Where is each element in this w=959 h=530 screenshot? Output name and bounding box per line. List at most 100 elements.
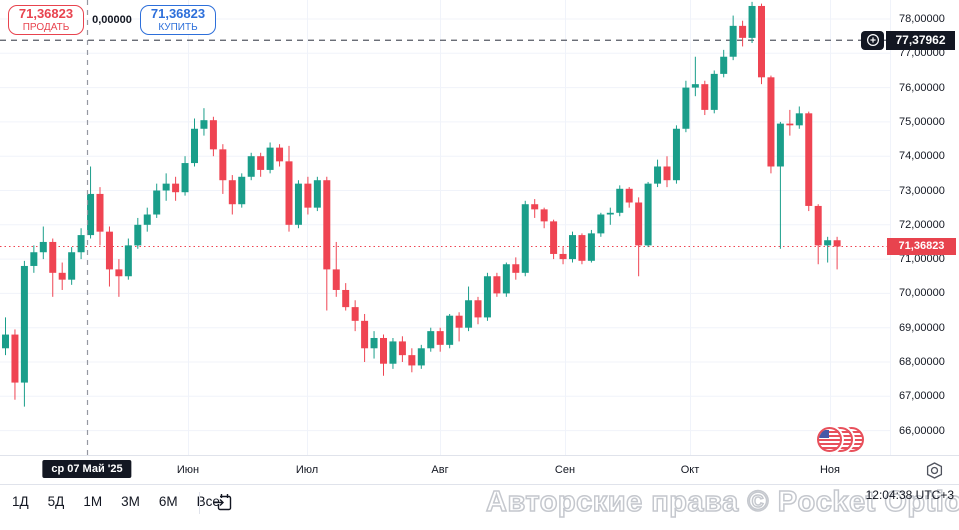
bottom-toolbar: 1Д 5Д 1М 3М 6М Все 12:04:38 UTC+3: [0, 484, 959, 530]
candle-body: [597, 214, 605, 234]
candle-body: [323, 180, 331, 270]
candle-body: [691, 84, 699, 88]
candle-body: [266, 147, 274, 170]
candle-body: [776, 123, 784, 167]
goto-date-button[interactable]: [212, 492, 234, 519]
candle-body: [39, 241, 47, 253]
candle-body: [455, 315, 463, 328]
price-axis[interactable]: 78,00000 77,00000 76,00000 75,00000 74,00000…: [890, 0, 959, 455]
time-axis-label: Авг: [431, 464, 449, 476]
candle-body: [795, 113, 803, 126]
price-axis-label: 70,00000: [899, 287, 945, 300]
candle-body: [493, 276, 501, 294]
candle-body: [786, 123, 794, 126]
price-axis-label: 66,00000: [899, 424, 945, 437]
candle-body: [408, 355, 416, 366]
candle-body: [767, 77, 775, 167]
candle-body: [68, 252, 76, 280]
candle-body: [276, 147, 284, 162]
candle-body: [398, 341, 406, 356]
candle-body: [370, 337, 378, 349]
candle-body: [436, 331, 444, 345]
candle-body: [663, 166, 671, 181]
range-selector: 1Д 5Д 1М 3М 6М Все: [12, 494, 220, 509]
candle-body: [11, 334, 19, 383]
range-button-все[interactable]: Все: [196, 494, 220, 509]
candle-body: [342, 289, 350, 308]
candle-body: [143, 214, 151, 225]
sell-button[interactable]: 71,36823 ПРОДАТЬ: [8, 5, 84, 35]
candle-body: [228, 180, 236, 205]
range-button-1м[interactable]: 1М: [83, 494, 103, 509]
candle-body: [49, 241, 57, 273]
order-line-controls: 77,37962: [861, 30, 955, 50]
axis-settings-button[interactable]: [925, 461, 944, 485]
candle-body: [531, 204, 539, 210]
candle-body: [616, 188, 624, 213]
buy-price: 71,36823: [150, 6, 206, 22]
candle-body: [209, 120, 217, 150]
time-axis-label: Окт: [680, 464, 700, 476]
candle-body: [805, 113, 813, 206]
candle-body: [20, 265, 28, 383]
time-axis-label: Ноя: [819, 464, 841, 476]
candle-body: [427, 331, 435, 349]
toolbar-divider: [199, 492, 200, 514]
price-axis-label: 69,00000: [899, 321, 945, 334]
candle-body: [380, 337, 387, 364]
candle-body: [729, 25, 737, 57]
candle-body: [2, 334, 9, 349]
time-axis[interactable]: ср 07 Май '25 Июн Июл Авг Сен Окт Ноя: [0, 455, 959, 484]
range-button-6м[interactable]: 6М: [158, 494, 178, 509]
time-axis-label: Сен: [554, 464, 576, 476]
candle-body: [465, 300, 473, 328]
candle-body: [644, 183, 652, 246]
add-alert-button[interactable]: [861, 30, 884, 50]
candle-body: [219, 149, 227, 181]
price-axis-label: 75,00000: [899, 115, 945, 128]
range-button-1д[interactable]: 1Д: [12, 494, 29, 509]
candle-body: [540, 209, 548, 222]
candle-body: [474, 300, 482, 318]
candle-body: [105, 231, 113, 270]
price-axis-label: 71,00000: [899, 253, 945, 266]
candle-body: [550, 221, 558, 254]
clock: 12:04:38 UTC+3: [865, 488, 954, 502]
candle-body: [824, 240, 832, 246]
candle-body: [304, 183, 312, 208]
copyright-watermark: Авторские права © Pocket Option: [485, 485, 959, 519]
candle-body: [313, 180, 321, 208]
candle-body: [672, 128, 680, 181]
candle-body: [191, 128, 198, 164]
candle-body: [417, 348, 425, 366]
candle-body: [720, 56, 728, 74]
candlestick-chart[interactable]: [0, 0, 890, 455]
range-button-3м[interactable]: 3М: [121, 494, 140, 509]
candle-body: [247, 156, 255, 177]
candle-body: [96, 193, 104, 232]
candle-body: [587, 233, 595, 261]
candle-body: [124, 245, 132, 277]
candle-body: [748, 5, 756, 38]
candle-body: [332, 269, 340, 290]
calendar-arrow-icon: [214, 494, 232, 511]
price-axis-label: 67,00000: [899, 390, 945, 403]
candle-body: [833, 240, 841, 247]
buy-button[interactable]: 71,36823 КУПИТЬ: [140, 5, 216, 35]
candle-body: [814, 205, 822, 246]
price-axis-label: 74,00000: [899, 150, 945, 163]
candle-body: [606, 212, 614, 215]
candle-body: [521, 204, 529, 273]
candle-body: [389, 341, 397, 364]
candle-body: [701, 84, 709, 110]
time-axis-label: Июл: [295, 464, 319, 476]
asset-flags: [817, 427, 869, 454]
gear-icon: [926, 462, 943, 479]
range-button-5д[interactable]: 5Д: [47, 494, 65, 509]
trade-panel: 71,36823 ПРОДАТЬ 0,00000 71,36823 КУПИТЬ: [8, 5, 216, 35]
candle-body: [87, 193, 95, 236]
candle-body: [625, 188, 633, 203]
current-price-badge: 71,36823: [887, 237, 956, 255]
plus-circle-icon: [866, 34, 879, 47]
sell-price: 71,36823: [18, 6, 74, 22]
